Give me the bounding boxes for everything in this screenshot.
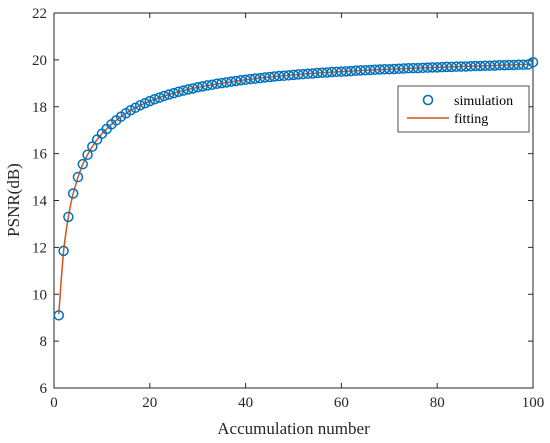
legend-simulation-marker [422, 94, 434, 106]
simulation-point-18 [134, 100, 146, 111]
simulation-point-37 [225, 76, 237, 87]
simulation-point-99 [522, 59, 534, 70]
x-tick-label-2: 40 [238, 395, 253, 411]
legend: simulation fitting [397, 85, 530, 133]
legend-fitting-label: fitting [454, 112, 488, 127]
simulation-point-98 [518, 59, 529, 71]
simulation-point-19 [139, 97, 151, 109]
simulation-point-3 [63, 211, 74, 223]
simulation-point-30 [192, 82, 203, 93]
simulation-point-8 [87, 141, 98, 152]
simulation-point-7 [82, 149, 93, 161]
x-tick-label-0: 0 [50, 395, 58, 411]
legend-box [397, 85, 530, 133]
simulation-point-1 [53, 310, 65, 321]
y-tick-label-5: 16 [32, 147, 48, 163]
simulation-point-33 [206, 79, 218, 90]
simulation-point-100 [527, 56, 539, 68]
x-tick-label-5: 100 [522, 395, 545, 411]
y-tick-label-2: 10 [32, 287, 47, 303]
simulation-point-22 [154, 92, 165, 103]
legend-simulation-label: simulation [454, 94, 513, 109]
simulation-point-5 [72, 171, 84, 183]
axis-tick-labels: 0 20 40 60 80 100 6 8 10 12 14 16 18 20 22 [32, 6, 544, 411]
x-tick-label-3: 60 [334, 395, 349, 411]
simulation-point-31 [197, 81, 208, 92]
simulation-point-29 [187, 83, 199, 94]
simulation-point-32 [202, 80, 213, 91]
y-tick-label-0: 6 [40, 381, 48, 397]
simulation-point-34 [211, 78, 223, 90]
simulation-point-24 [163, 89, 175, 100]
axis-ticks [53, 12, 534, 389]
simulation-point-28 [182, 84, 194, 95]
simulation-point-4 [67, 188, 79, 199]
simulation-point-17 [130, 102, 141, 113]
simulation-point-21 [149, 94, 160, 105]
simulation-point-23 [158, 90, 170, 102]
y-axis-label: PSNR(dB) [4, 163, 23, 237]
simulation-point-35 [216, 77, 227, 89]
simulation-point-26 [173, 86, 184, 97]
y-tick-label-3: 12 [32, 240, 47, 256]
x-tick-label-1: 20 [142, 395, 157, 411]
y-tick-label-6: 18 [32, 100, 47, 116]
simulation-point-27 [178, 85, 189, 96]
series-layer [53, 56, 539, 321]
simulation-point-36 [221, 77, 232, 88]
simulation-point-6 [77, 158, 88, 170]
x-tick-label-4: 80 [430, 395, 445, 411]
x-axis-label: Accumulation number [217, 419, 370, 438]
simulation-point-2 [58, 245, 69, 257]
simulation-point-25 [168, 87, 179, 99]
y-tick-label-8: 22 [32, 6, 47, 22]
y-tick-label-1: 8 [40, 334, 48, 350]
simulation-point-20 [144, 95, 156, 107]
y-tick-label-7: 20 [32, 53, 47, 69]
y-tick-label-4: 14 [32, 194, 48, 210]
plot-area [53, 12, 534, 389]
